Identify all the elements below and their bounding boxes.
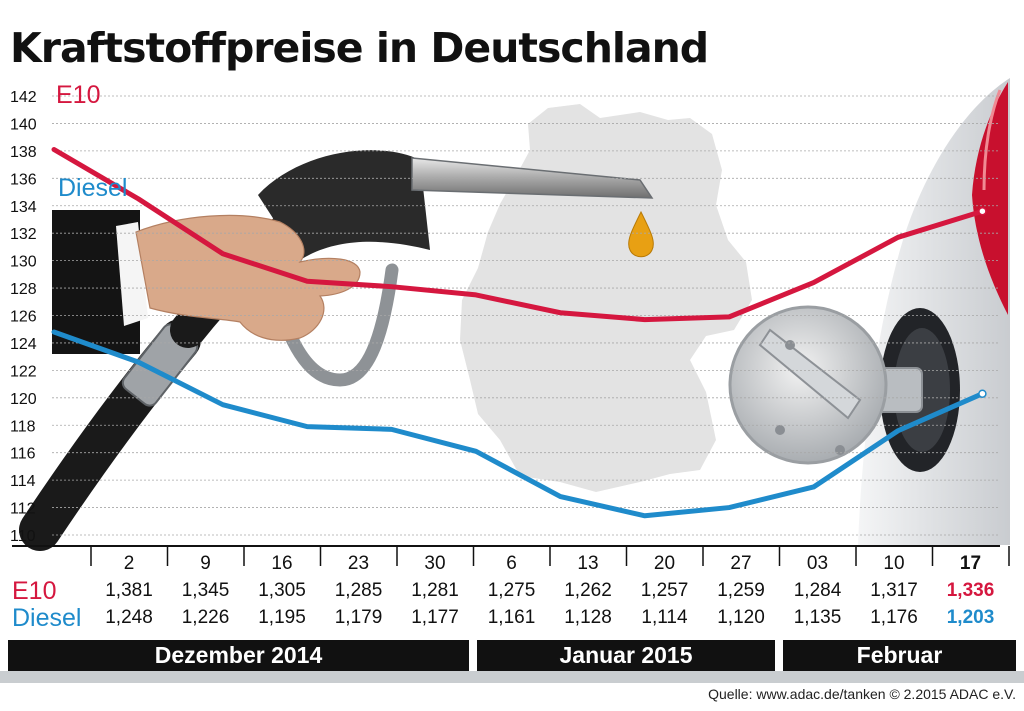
month-band-february: Februar bbox=[783, 640, 1016, 671]
car-image bbox=[858, 78, 1010, 545]
y-tick-label: 118 bbox=[10, 418, 36, 435]
y-tick-label: 132 bbox=[10, 226, 37, 243]
table-cell-e10: 1,336 bbox=[946, 580, 995, 601]
legend-label-e10: E10 bbox=[56, 81, 100, 109]
month-band-december: Dezember 2014 bbox=[8, 640, 469, 671]
y-tick-label: 120 bbox=[10, 391, 37, 408]
table-cell-e10: 1,317 bbox=[870, 580, 918, 601]
table-cell-e10: 1,262 bbox=[564, 580, 612, 601]
table-cell-diesel: 1,135 bbox=[793, 607, 842, 628]
y-tick-label: 142 bbox=[10, 89, 37, 106]
table-row-e10: E10 1,381 1,345 1,305 1,285 1,281 1,275 1,262 1… bbox=[0, 578, 1024, 604]
x-tick-label: 16 bbox=[271, 553, 293, 574]
table-row-diesel: Diesel 1,248 1,226 1,195 1,179 1,177 1,161 1,1… bbox=[0, 605, 1024, 631]
y-tick-label: 114 bbox=[10, 473, 36, 490]
table-cell-diesel: 1,161 bbox=[487, 607, 536, 628]
taillight-shape bbox=[972, 82, 1008, 315]
x-tick-label: 30 bbox=[424, 553, 446, 574]
y-tick-label: 134 bbox=[10, 199, 37, 216]
data-point-e10 bbox=[978, 206, 987, 216]
x-tick-label: 6 bbox=[506, 553, 517, 574]
table-cell-e10: 1,275 bbox=[487, 580, 536, 601]
row-label-diesel: Diesel bbox=[12, 604, 82, 632]
x-tick-label: 2 bbox=[123, 553, 135, 574]
y-tick-label: 140 bbox=[10, 116, 37, 133]
source-note: Quelle: www.adac.de/tanken © 2.2015 ADAC… bbox=[708, 686, 1016, 702]
x-tick-label: 23 bbox=[347, 553, 370, 574]
germany-map-shape bbox=[460, 104, 752, 492]
grid-lines bbox=[52, 95, 1000, 536]
y-tick-label: 130 bbox=[10, 254, 37, 271]
y-tick-label: 124 bbox=[10, 336, 37, 353]
y-tick-label: 112 bbox=[10, 501, 36, 518]
y-tick-label: 138 bbox=[10, 144, 37, 161]
table-cell-e10: 1,257 bbox=[640, 580, 689, 601]
row-label-e10: E10 bbox=[12, 577, 57, 605]
table-cell-diesel: 1,248 bbox=[105, 607, 153, 628]
table-cell-e10: 1,345 bbox=[181, 580, 230, 601]
table-cell-diesel: 1,179 bbox=[334, 607, 383, 628]
table-cell-e10: 1,281 bbox=[411, 580, 459, 601]
table-cell-diesel: 1,195 bbox=[258, 607, 306, 628]
table-cell-diesel: 1,176 bbox=[870, 607, 918, 628]
series-line-e10 bbox=[51, 147, 985, 323]
x-tick-label: 27 bbox=[730, 553, 752, 574]
y-tick-label: 116 bbox=[10, 446, 36, 463]
legend-label-diesel: Diesel bbox=[58, 174, 127, 202]
table-cell-e10: 1,285 bbox=[334, 580, 383, 601]
table-cell-diesel: 1,203 bbox=[946, 607, 995, 628]
x-tick-label: 10 bbox=[883, 553, 905, 574]
table-cell-e10: 1,284 bbox=[793, 580, 842, 601]
x-tick-label: 03 bbox=[806, 553, 829, 574]
table-cell-diesel: 1,128 bbox=[564, 607, 612, 628]
fuel-cap-image bbox=[728, 305, 923, 465]
y-axis: 110 112 114 116 118 120 122 124 126 128 130 132 134 1… bbox=[10, 89, 37, 545]
fuel-nozzle-image bbox=[19, 150, 654, 551]
table-cell-diesel: 1,226 bbox=[181, 607, 230, 628]
fuel-drop-shape bbox=[628, 210, 654, 258]
y-tick-label: 136 bbox=[10, 171, 37, 188]
chart-title: Kraftstoffpreise in Deutschland bbox=[10, 24, 709, 72]
footer-divider-bar bbox=[0, 671, 1024, 683]
table-cell-diesel: 1,114 bbox=[641, 607, 688, 628]
x-tick-label: 9 bbox=[200, 553, 211, 574]
series-line-diesel bbox=[51, 329, 985, 519]
table-cell-diesel: 1,120 bbox=[717, 607, 765, 628]
y-tick-label: 126 bbox=[10, 309, 37, 326]
table-cell-e10: 1,259 bbox=[717, 580, 765, 601]
series-lines bbox=[51, 147, 987, 519]
x-tick-label: 13 bbox=[577, 553, 599, 574]
y-tick-label: 128 bbox=[10, 281, 37, 298]
data-point-diesel bbox=[978, 389, 987, 398]
x-tick-label: 20 bbox=[653, 553, 676, 574]
month-band-january: Januar 2015 bbox=[477, 640, 775, 671]
y-tick-label: 110 bbox=[10, 528, 36, 545]
y-tick-label: 122 bbox=[10, 363, 37, 380]
table-cell-diesel: 1,177 bbox=[411, 607, 459, 628]
table-cell-e10: 1,381 bbox=[105, 580, 153, 601]
x-tick-row: 2 9 16 23 30 6 13 20 27 03 10 17 bbox=[0, 551, 1024, 577]
table-cell-e10: 1,305 bbox=[258, 580, 306, 601]
x-tick-label: 17 bbox=[959, 553, 982, 574]
